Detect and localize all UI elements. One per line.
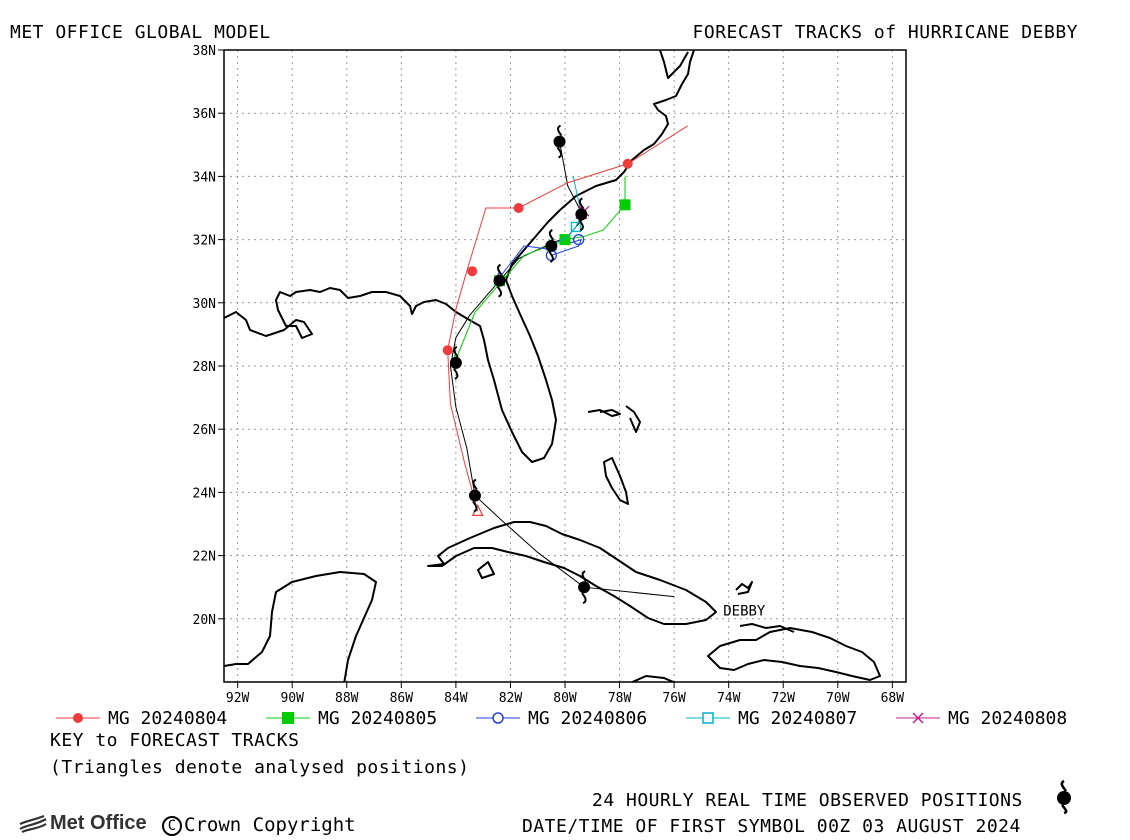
forecast-point [619, 199, 631, 211]
lon-tick-label: 80W [553, 691, 577, 706]
forecast-track [551, 176, 582, 247]
hurricane-symbol-icon [553, 124, 566, 159]
hurricane-symbol-icon [545, 229, 558, 263]
forecast-point [570, 221, 582, 233]
lat-tick-label: 20N [193, 613, 216, 628]
lat-tick-label: 34N [193, 170, 216, 185]
observed-positions-label: 24 HOURLY REAL TIME OBSERVED POSITIONS [592, 790, 1023, 811]
hurricane-symbol-icon [1057, 780, 1071, 814]
lon-tick-label: 74W [717, 691, 741, 706]
bahamas-east [735, 581, 753, 595]
hurricane-symbol-icon [468, 478, 481, 513]
us-coastline [224, 50, 695, 463]
lat-tick-label: 38N [193, 44, 216, 59]
met-office-logo: Met Office [18, 812, 147, 835]
lat-tick-label: 30N [193, 297, 216, 312]
forecast-track [447, 125, 689, 512]
legend-label: MG 20240808 [948, 708, 1068, 729]
legend-label: MG 20240804 [108, 708, 228, 729]
copyright-notice: C Crown Copyright [162, 814, 356, 836]
lon-tick-label: 92W [226, 691, 250, 706]
bahamas-abaco [625, 405, 641, 433]
lat-tick-label: 32N [193, 234, 216, 249]
hispaniola-coastline [707, 627, 881, 681]
lon-tick-label: 76W [662, 691, 686, 706]
lon-tick-label: 68W [881, 691, 905, 706]
legend-key-note: (Triangles denote analysed positions) [50, 757, 470, 778]
jamaica-coastline [630, 675, 676, 682]
lon-tick-label: 88W [335, 691, 359, 706]
hurricane-symbol-icon [449, 345, 462, 380]
track-layer [442, 124, 689, 605]
lat-tick-label: 28N [193, 360, 216, 375]
hurricane-symbol-icon [578, 570, 591, 605]
lon-tick-label: 86W [390, 691, 414, 706]
bahamas-andros [603, 457, 629, 505]
lat-tick-label: 36N [193, 107, 216, 122]
isle-of-youth [477, 561, 495, 579]
observed-track [449, 141, 675, 598]
lon-tick-label: 70W [826, 691, 850, 706]
plot-frame [223, 49, 907, 683]
lat-tick-label: 22N [193, 550, 216, 565]
lat-tick-label: 26N [193, 423, 216, 438]
lon-tick-label: 72W [771, 691, 795, 706]
bahamas-grand [587, 409, 621, 417]
logo-text: Met Office [50, 812, 147, 834]
storm-name-label: DEBBY [723, 604, 766, 620]
legend-label: MG 20240807 [738, 708, 858, 729]
yucatan-coastline [224, 571, 377, 682]
hispaniola-north [739, 623, 795, 633]
forecast-track [499, 238, 583, 278]
lon-tick-label: 78W [608, 691, 632, 706]
copyright-text: Crown Copyright [184, 814, 356, 836]
cuba-coastline [427, 521, 717, 625]
legend-label: MG 20240805 [318, 708, 438, 729]
legend-key-title: KEY to FORECAST TRACKS [50, 730, 300, 751]
lat-tick-label: 24N [193, 486, 216, 501]
copyright-icon: C [162, 815, 182, 836]
map-grid [224, 50, 906, 682]
chart-title: FORECAST TRACKS of HURRICANE DEBBY [692, 22, 1078, 43]
hurricane-symbol-icon [493, 263, 506, 298]
forecast-point [559, 234, 571, 246]
forecast-point [572, 233, 585, 246]
forecast-point [442, 345, 453, 356]
legend-label: MG 20240806 [528, 708, 648, 729]
hurricane-symbol-icon [575, 197, 588, 232]
lon-tick-label: 90W [280, 691, 304, 706]
forecast-point [622, 158, 633, 169]
lon-tick-label: 84W [444, 691, 468, 706]
lon-tick-label: 82W [499, 691, 523, 706]
forecast-point [513, 203, 524, 213]
axis-ticks: 38N 36N 34N 32N 30N 28N 26N 24N 22N 20N 92W 90W 88W 8… [193, 44, 905, 706]
model-title: MET OFFICE GLOBAL MODEL [10, 22, 271, 43]
chesapeake-bay [659, 50, 689, 79]
met-office-logo-icon [19, 814, 47, 833]
coastline-layer [224, 50, 881, 682]
first-symbol-datetime: DATE/TIME OF FIRST SYMBOL 00Z 03 AUGUST … [522, 816, 1021, 837]
forecast-point [467, 266, 478, 277]
